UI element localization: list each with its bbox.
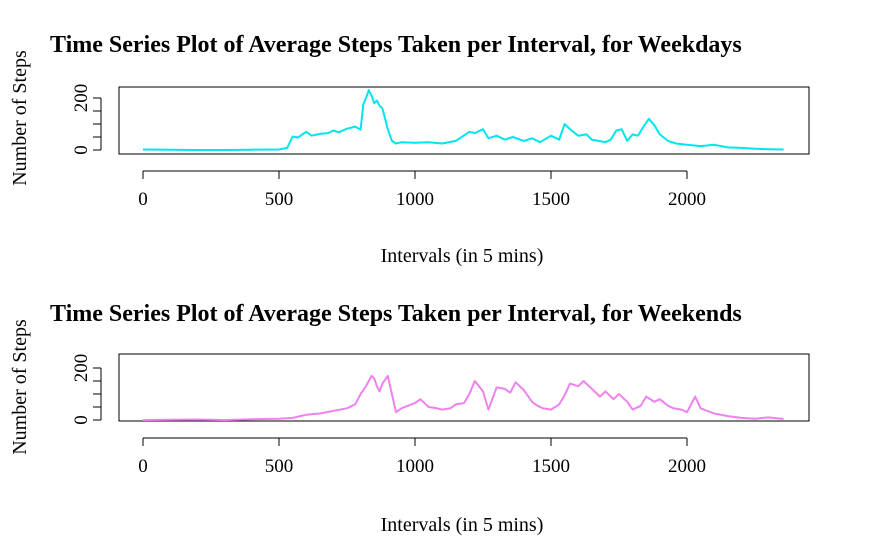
x-tick-label: 1000	[396, 189, 434, 210]
chart-title: Time Series Plot of Average Steps Taken …	[50, 301, 742, 327]
y-axis-label: Number of Steps	[9, 319, 31, 455]
plot-frame	[118, 353, 810, 422]
x-tick-label: 1500	[532, 456, 570, 477]
series-line-1	[142, 374, 784, 421]
x-tick-label: 500	[265, 456, 294, 477]
y-tick-label: 0	[71, 145, 92, 155]
chart-title: Time Series Plot of Average Steps Taken …	[50, 32, 742, 58]
x-tick-label: 0	[138, 456, 148, 477]
x-tick-label: 1000	[396, 456, 434, 477]
x-tick-label: 2000	[668, 456, 706, 477]
plot-frame	[118, 86, 810, 155]
x-tick-label: 0	[138, 189, 148, 210]
x-axis-label: Intervals (in 5 mins)	[381, 245, 544, 267]
chart-panel-2: Time Series Plot of Average Steps Taken …	[9, 301, 810, 536]
chart-panel-1: Time Series Plot of Average Steps Taken …	[9, 32, 810, 267]
x-tick-label: 2000	[668, 189, 706, 210]
y-tick-label: 200	[71, 84, 92, 113]
y-tick-label: 200	[71, 354, 92, 383]
y-axis-label: Number of Steps	[9, 50, 31, 186]
y-tick-label: 0	[71, 415, 92, 425]
x-tick-label: 1500	[532, 189, 570, 210]
x-tick-label: 500	[265, 189, 294, 210]
series-line-1	[142, 89, 784, 151]
x-axis-label: Intervals (in 5 mins)	[381, 514, 544, 536]
